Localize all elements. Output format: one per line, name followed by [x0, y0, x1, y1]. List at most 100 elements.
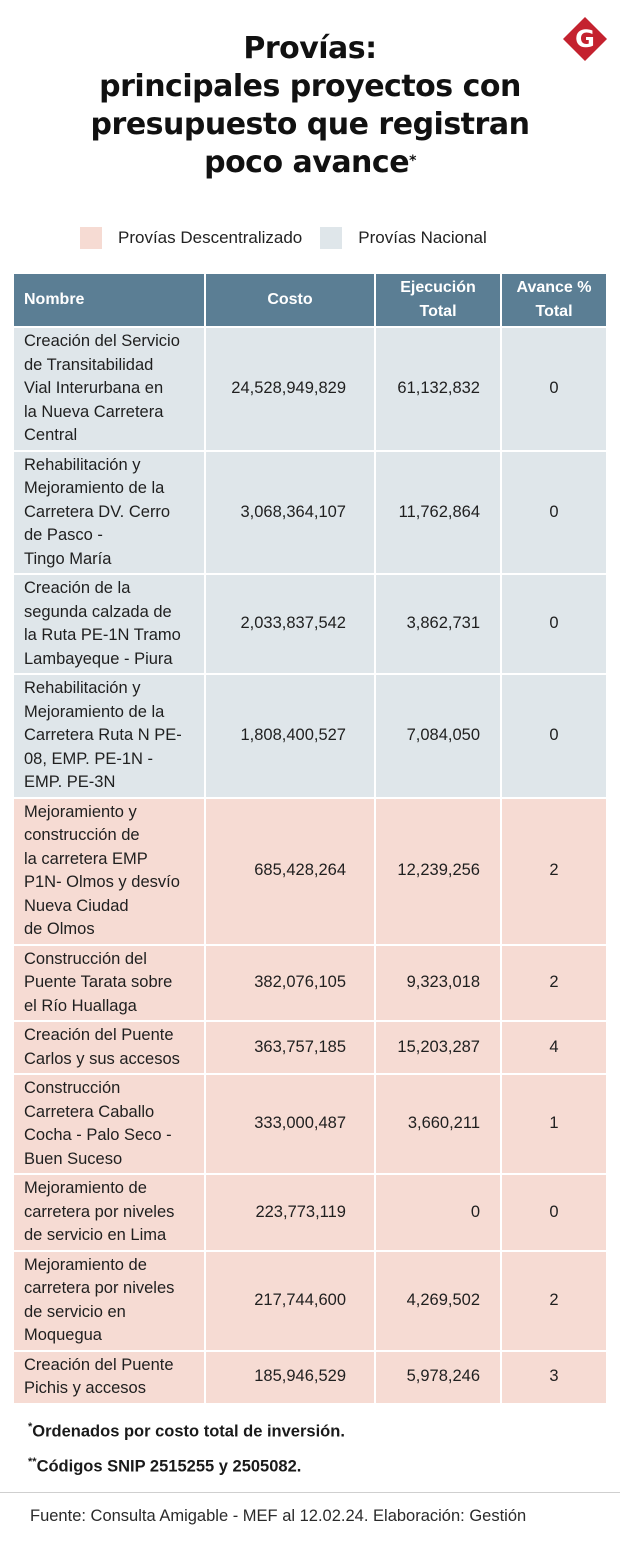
cell-nombre-line: Tingo María: [24, 549, 112, 568]
table-header-row: Nombre Costo Ejecución Total Avance % Tota…: [12, 272, 608, 328]
cell-nombre-line: el Río Huallaga: [24, 996, 137, 1015]
cell-ejecucion: 5,978,246: [374, 1349, 502, 1405]
cell-nombre-line: Mejoramiento y: [24, 802, 137, 821]
cell-nombre-line: la Ruta PE-1N Tramo: [24, 626, 181, 644]
title-line: poco avance*: [0, 144, 620, 182]
source-text: Fuente: Consulta Amigable - MEF al 12.02…: [30, 1507, 527, 1525]
cell-nombre-line: Carretera DV. Cerro: [24, 502, 171, 521]
cell-costo: 2,033,837,542: [204, 573, 376, 675]
cell-nombre: Rehabilitación y Mejoramiento de la Carret…: [12, 673, 206, 799]
cell-costo: 24,528,949,829: [204, 326, 376, 452]
cell-nombre: Rehabilitación y Mejoramiento de la Carret…: [12, 449, 206, 575]
table-row: Creación del Puente Carlos y sus accesos 3…: [12, 1020, 608, 1075]
cell-nombre-line: Mejoramiento de la: [24, 702, 165, 721]
cell-avance: 1: [500, 1073, 608, 1175]
cell-costo: 382,076,105: [204, 943, 376, 1022]
cell-nombre-line: Lambayeque - Piura: [24, 649, 173, 668]
table-row: Mejoramiento de carretera por niveles de s…: [12, 1173, 608, 1252]
cell-avance: 0: [500, 326, 608, 452]
cell-nombre-line: Vial Interurbana en: [24, 379, 164, 397]
legend-label-descentralizado: Provías Descentralizado: [118, 228, 303, 247]
cell-costo: 1,808,400,527: [204, 673, 376, 799]
cell-nombre-line: Creación del Servicio: [24, 332, 180, 350]
cell-costo: 185,946,529: [204, 1349, 376, 1405]
cell-nombre-line: EMP. PE-3N: [24, 773, 116, 791]
cell-ejecucion: 11,762,864: [374, 449, 502, 575]
cell-nombre-line: de Olmos: [24, 920, 95, 938]
cell-nombre-line: Central: [24, 426, 78, 444]
cell-nombre-line: Rehabilitación y: [24, 455, 141, 474]
table-row: Creación del Servicio de Transitabilidad V…: [12, 326, 608, 452]
cell-nombre-line: de servicio en Lima: [24, 1226, 167, 1244]
cell-ejecucion: 3,862,731: [374, 573, 502, 675]
legend-label-nacional: Provías Nacional: [358, 228, 487, 247]
cell-nombre: Creación del Puente Carlos y sus accesos: [12, 1020, 206, 1075]
cell-nombre-line: Carretera Caballo: [24, 1102, 155, 1121]
cell-costo: 363,757,185: [204, 1020, 376, 1075]
table-row: Rehabilitación y Mejoramiento de la Carret…: [12, 449, 608, 575]
cell-nombre: Construcción Carretera Caballo Cocha - Pal…: [12, 1073, 206, 1175]
cell-nombre-line: carretera por niveles: [24, 1202, 175, 1221]
cell-avance: 0: [500, 573, 608, 675]
cell-nombre: Mejoramiento de carretera por niveles de s…: [12, 1249, 206, 1352]
cell-ejecucion: 12,239,256: [374, 796, 502, 946]
cell-avance: 4: [500, 1020, 608, 1075]
cell-costo: 217,744,600: [204, 1249, 376, 1352]
cell-nombre-line: la Nueva Carretera: [24, 402, 164, 421]
table-row: Creación de la segunda calzada de la Ruta …: [12, 573, 608, 675]
cell-ejecucion: 15,203,287: [374, 1020, 502, 1075]
cell-nombre-line: Rehabilitación y: [24, 679, 141, 697]
table-row: Construcción del Puente Tarata sobre el Rí…: [12, 943, 608, 1022]
cell-nombre-line: carretera por niveles: [24, 1279, 175, 1297]
projects-table: Nombre Costo Ejecución Total Avance % Tota…: [12, 272, 608, 1405]
cell-nombre: Creación del Puente Pichis y accesos: [12, 1349, 206, 1405]
cell-nombre-line: Construcción del: [24, 949, 147, 968]
cell-nombre-line: P1N- Olmos y desvío: [24, 873, 180, 891]
table-row: Mejoramiento de carretera por niveles de s…: [12, 1249, 608, 1352]
cell-nombre-line: Moquegua: [24, 1326, 102, 1344]
cell-nombre-line: construcción de: [24, 826, 140, 844]
page-title: Provías: principales proyectos con presu…: [0, 30, 620, 182]
cell-ejecucion: 3,660,211: [374, 1073, 502, 1175]
cell-nombre: Mejoramiento y construcción de la carreter…: [12, 796, 206, 946]
table-row: Rehabilitación y Mejoramiento de la Carret…: [12, 673, 608, 799]
cell-ejecucion: 4,269,502: [374, 1249, 502, 1352]
column-header-avance: Avance % Total: [500, 272, 608, 328]
cell-nombre-line: Mejoramiento de: [24, 1179, 147, 1197]
table-row: Mejoramiento y construcción de la carreter…: [12, 796, 608, 946]
cell-nombre-line: Pichis y accesos: [24, 1379, 146, 1397]
cell-avance: 3: [500, 1349, 608, 1405]
footnote: **Códigos SNIP 2515255 y 2505082.: [28, 1455, 302, 1476]
cell-nombre-line: Creación del Puente: [24, 1026, 174, 1044]
footnotes: *Ordenados por costo total de inversión.…: [28, 1412, 345, 1481]
cell-avance: 0: [500, 449, 608, 575]
title-footnote-mark: *: [409, 153, 416, 169]
table-row: Construcción Carretera Caballo Cocha - Pal…: [12, 1073, 608, 1175]
table-row: Creación del Puente Pichis y accesos 185,9…: [12, 1349, 608, 1405]
cell-avance: 0: [500, 673, 608, 799]
cell-nombre-line: la carretera EMP: [24, 849, 148, 868]
cell-nombre-line: 08, EMP. PE-1N -: [24, 749, 153, 768]
cell-ejecucion: 0: [374, 1173, 502, 1252]
cell-nombre-line: Nueva Ciudad: [24, 896, 129, 915]
cell-costo: 333,000,487: [204, 1073, 376, 1175]
gestion-logo: G: [563, 17, 607, 61]
cell-costo: 223,773,119: [204, 1173, 376, 1252]
cell-nombre-line: Carretera Ruta N PE-: [24, 726, 182, 744]
title-line: principales proyectos con: [99, 69, 521, 104]
cell-nombre-line: Carlos y sus accesos: [24, 1049, 180, 1068]
cell-nombre-line: de Pasco -: [24, 526, 103, 544]
cell-nombre-line: segunda calzada de: [24, 602, 172, 621]
cell-nombre-line: Puente Tarata sobre: [24, 973, 173, 991]
cell-nombre: Creación del Servicio de Transitabilidad V…: [12, 326, 206, 452]
legend-swatch-nacional: [320, 227, 343, 249]
cell-nombre: Mejoramiento de carretera por niveles de s…: [12, 1173, 206, 1252]
cell-nombre-line: de Transitabilidad: [24, 355, 154, 374]
column-header-nombre: Nombre: [12, 272, 206, 328]
cell-nombre-line: Buen Suceso: [24, 1149, 123, 1168]
cell-nombre-line: Cocha - Palo Seco -: [24, 1126, 172, 1144]
cell-avance: 2: [500, 796, 608, 946]
cell-costo: 3,068,364,107: [204, 449, 376, 575]
column-header-ejecucion: Ejecución Total: [374, 272, 502, 328]
divider: [0, 1492, 620, 1493]
